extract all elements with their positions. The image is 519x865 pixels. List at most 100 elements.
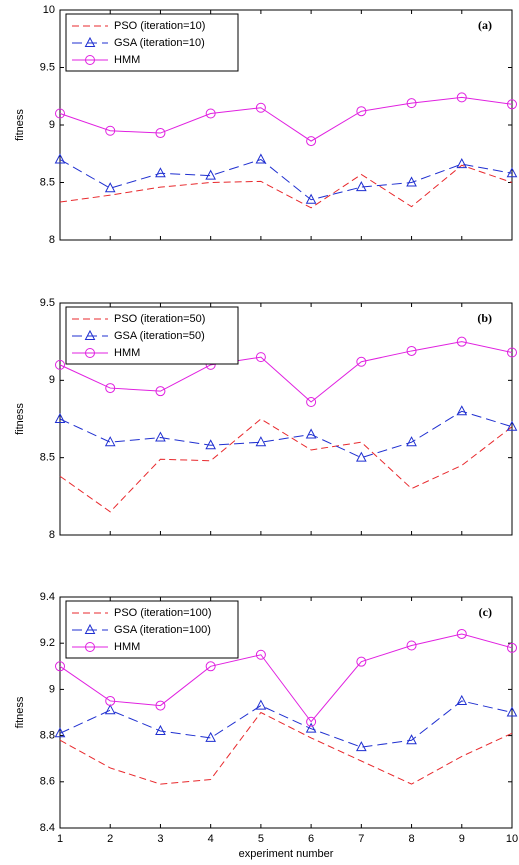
series-line (59, 96, 513, 142)
marker (456, 628, 467, 639)
x-tick-label: 1 (57, 833, 63, 845)
series-line (59, 633, 513, 723)
marker (406, 640, 417, 651)
legend-label: HMM (114, 347, 140, 359)
y-tick-label: 8.4 (40, 822, 55, 834)
marker (205, 661, 216, 672)
series-line (59, 711, 513, 785)
series-line (59, 700, 513, 748)
marker (406, 734, 417, 745)
y-tick-label: 9.2 (40, 637, 55, 649)
y-tick-label: 8.5 (40, 452, 55, 464)
marker (54, 412, 66, 423)
y-tick-label: 8 (49, 529, 55, 541)
marker (205, 731, 216, 742)
y-tick-label: 9 (49, 374, 55, 386)
y-axis-label: fitness (14, 109, 26, 141)
marker (255, 649, 266, 660)
marker (55, 661, 65, 672)
legend-marker (85, 642, 95, 652)
legend-label: HMM (114, 641, 140, 653)
panel-label: (a) (478, 18, 492, 32)
series-line (59, 341, 513, 403)
marker (55, 108, 65, 119)
marker (456, 694, 468, 705)
y-tick-label: 8.8 (40, 730, 55, 742)
legend-label: PSO (iteration=50) (114, 313, 205, 325)
y-tick-label: 9.5 (40, 61, 55, 73)
marker (306, 136, 317, 147)
y-tick-label: 9.5 (40, 297, 55, 309)
legend-label: GSA (iteration=100) (114, 624, 211, 636)
marker (255, 102, 266, 113)
marker (105, 125, 116, 136)
series-line (59, 164, 513, 209)
marker (406, 176, 417, 187)
marker (104, 436, 116, 447)
legend-label: PSO (iteration=100) (114, 607, 212, 619)
x-tick-label: 5 (258, 833, 264, 845)
marker (255, 352, 266, 363)
x-tick-label: 3 (157, 833, 163, 845)
marker (356, 181, 367, 192)
y-tick-label: 9.4 (40, 591, 55, 603)
legend-marker (85, 55, 95, 65)
x-axis-label: experiment number (239, 848, 334, 860)
y-axis-label: fitness (14, 403, 26, 435)
marker (456, 158, 468, 169)
marker (356, 106, 367, 117)
y-tick-label: 8.5 (40, 176, 55, 188)
x-tick-label: 10 (506, 833, 518, 845)
marker (305, 722, 317, 733)
marker (507, 642, 517, 653)
marker (205, 169, 216, 180)
marker (456, 405, 468, 416)
marker (155, 700, 166, 711)
marker (155, 431, 166, 442)
x-tick-label: 9 (459, 833, 465, 845)
series-line (59, 410, 513, 459)
marker (356, 451, 367, 462)
panel-label: (c) (479, 605, 492, 619)
marker (306, 716, 317, 727)
panel-label: (b) (477, 311, 492, 325)
marker (506, 167, 518, 178)
y-tick-label: 8.6 (40, 776, 55, 788)
legend-marker (85, 348, 95, 358)
y-axis-label: fitness (14, 696, 26, 728)
marker (506, 420, 518, 431)
marker (105, 695, 116, 706)
y-tick-label: 8 (49, 234, 55, 246)
marker (155, 128, 166, 139)
marker (356, 741, 367, 752)
marker (506, 706, 518, 717)
marker (305, 428, 317, 439)
y-tick-label: 9 (49, 119, 55, 131)
marker (55, 359, 65, 370)
marker (205, 108, 216, 119)
legend-marker (84, 36, 96, 47)
marker (155, 724, 166, 735)
marker (507, 99, 517, 110)
marker (255, 436, 267, 447)
legend-label: HMM (114, 54, 140, 66)
marker (54, 153, 66, 164)
marker (356, 656, 367, 667)
marker (54, 727, 66, 738)
legend-marker (84, 329, 96, 340)
legend-label: PSO (iteration=10) (114, 20, 205, 32)
x-tick-label: 8 (408, 833, 414, 845)
y-tick-label: 9 (49, 683, 55, 695)
marker (306, 396, 317, 407)
marker (305, 193, 317, 204)
marker (456, 336, 467, 347)
legend-label: GSA (iteration=50) (114, 330, 205, 342)
marker (155, 386, 166, 397)
legend-label: GSA (iteration=10) (114, 37, 205, 49)
marker (406, 436, 417, 447)
marker (507, 347, 517, 358)
marker (104, 182, 116, 193)
marker (456, 92, 467, 103)
marker (155, 167, 166, 178)
